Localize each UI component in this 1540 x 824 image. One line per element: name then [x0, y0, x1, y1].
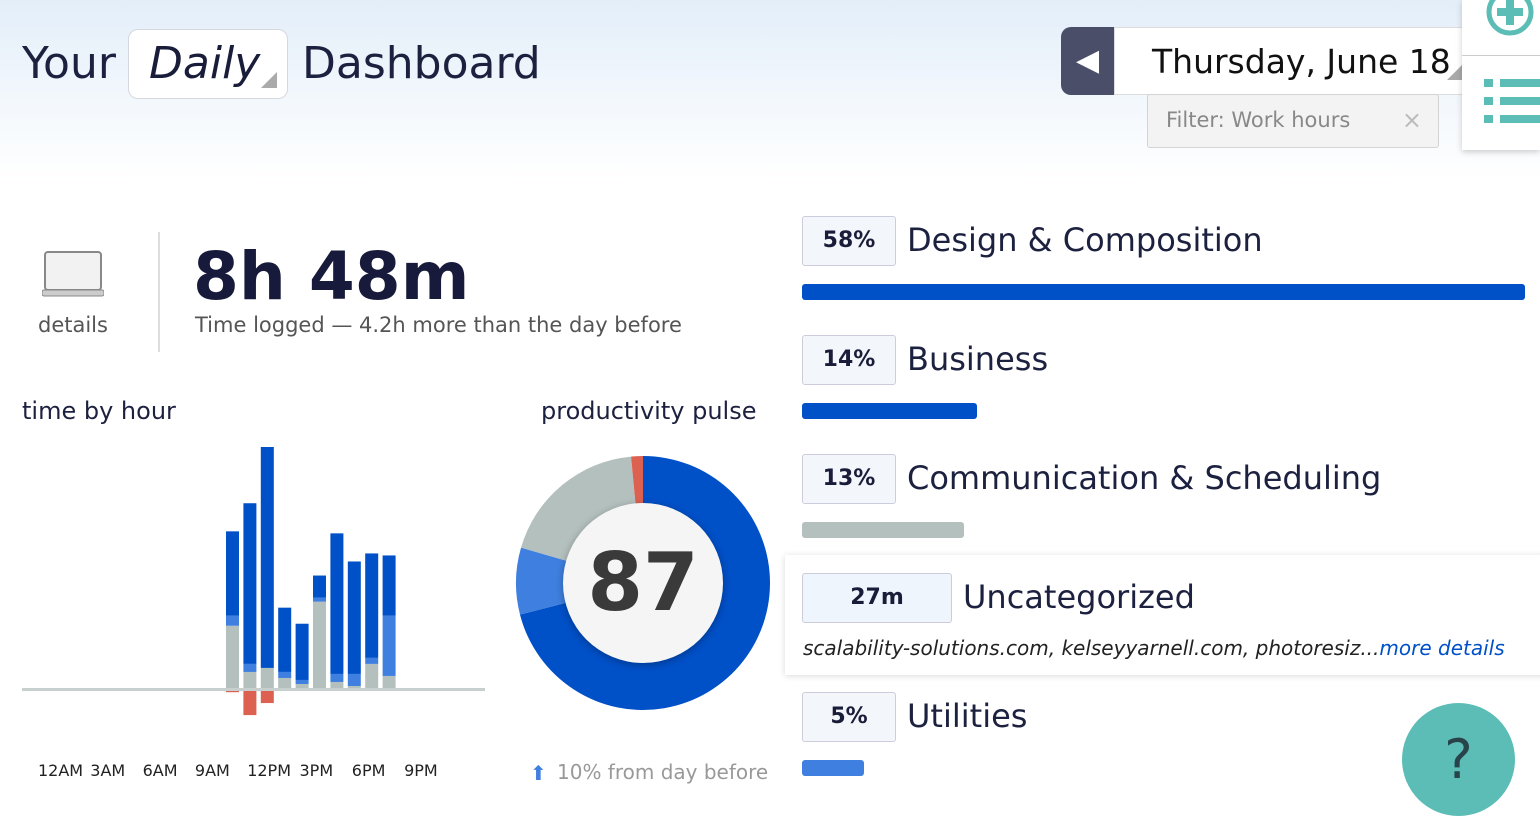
- category-name[interactable]: Business: [907, 340, 1049, 378]
- bar-productive-5PM[interactable]: [347, 673, 361, 686]
- time-by-hour-chart: [22, 447, 485, 716]
- x-tick-label: 9AM: [194, 761, 230, 780]
- period-value: Daily: [149, 38, 261, 89]
- category-bar: [802, 403, 977, 419]
- donut-slice-productive[interactable]: [516, 547, 576, 615]
- bar-distracting-12PM[interactable]: [260, 691, 274, 704]
- period-select[interactable]: Daily: [128, 29, 288, 99]
- bar-neutral-12PM[interactable]: [260, 667, 274, 688]
- more-details-link[interactable]: more details: [1379, 636, 1505, 660]
- x-tick-label: 3PM: [299, 761, 334, 780]
- bar-very_productive-4PM[interactable]: [330, 533, 344, 674]
- category-percent-badge: 14%: [802, 335, 896, 385]
- bar-neutral-11AM[interactable]: [243, 671, 257, 688]
- sites-list: scalability-solutions.com, kelseyyarnell…: [803, 636, 1380, 660]
- category-name[interactable]: Utilities: [907, 697, 1028, 735]
- category-bar: [802, 522, 965, 538]
- bar-very_productive-5PM[interactable]: [347, 561, 361, 674]
- title-suffix: Dashboard: [302, 38, 541, 89]
- bar-productive-7PM[interactable]: [382, 615, 396, 676]
- category-name[interactable]: Communication & Scheduling: [907, 459, 1382, 497]
- bar-very_productive-11AM[interactable]: [243, 503, 257, 664]
- filter-label: Filter: Work hours: [1166, 108, 1351, 132]
- date-picker[interactable]: Thursday, June 18: [1114, 27, 1464, 95]
- time-by-hour-title: time by hour: [22, 397, 176, 425]
- bar-productive-4PM[interactable]: [330, 673, 344, 682]
- bar-very_productive-3PM[interactable]: [313, 575, 326, 598]
- bar-very_productive-7PM[interactable]: [382, 555, 396, 616]
- previous-day-button[interactable]: ◀: [1061, 27, 1114, 95]
- divider: [158, 232, 160, 352]
- category-bar: [802, 284, 1525, 300]
- details-link[interactable]: details: [38, 313, 108, 337]
- dropdown-corner-icon: [1447, 64, 1463, 80]
- uncategorized-sites: scalability-solutions.com, kelseyyarnell…: [803, 636, 1505, 660]
- bar-productive-11AM[interactable]: [243, 663, 257, 672]
- productivity-pulse-chart[interactable]: [513, 453, 773, 713]
- bar-productive-10AM[interactable]: [226, 615, 239, 626]
- x-tick-label: 12PM: [247, 761, 291, 780]
- x-tick-label: 12AM: [38, 761, 84, 780]
- pulse-change: 10% from day before: [557, 760, 769, 784]
- title-prefix: Your: [22, 38, 116, 89]
- bar-neutral-5PM[interactable]: [347, 685, 361, 688]
- x-tick-label: 3AM: [90, 761, 126, 780]
- x-tick-label: 9PM: [404, 761, 438, 780]
- category-name[interactable]: Uncategorized: [963, 578, 1195, 616]
- donut-slice-very_productive[interactable]: [519, 456, 770, 710]
- bar-neutral-1PM[interactable]: [278, 677, 292, 688]
- category-percent-badge: 5%: [802, 692, 896, 742]
- bar-productive-3PM[interactable]: [313, 597, 326, 602]
- divider: [1462, 55, 1540, 56]
- bar-productive-6PM[interactable]: [365, 657, 379, 664]
- donut-slice-neutral[interactable]: [521, 456, 637, 564]
- bar-productive-1PM[interactable]: [278, 671, 292, 678]
- bar-distracting-10AM[interactable]: [226, 691, 239, 693]
- bar-very_productive-2PM[interactable]: [295, 623, 309, 680]
- bar-neutral-6PM[interactable]: [365, 663, 379, 688]
- add-icon[interactable]: [1484, 0, 1536, 38]
- category-percent-badge: 13%: [802, 454, 896, 504]
- bar-neutral-4PM[interactable]: [330, 681, 344, 688]
- bar-very_productive-10AM[interactable]: [226, 531, 239, 616]
- bar-neutral-7PM[interactable]: [382, 675, 396, 688]
- baseline: [22, 688, 485, 691]
- bar-very_productive-12PM[interactable]: [260, 447, 274, 668]
- side-toolbar: [1462, 0, 1540, 150]
- arrow-up-icon: ⬆: [530, 761, 547, 785]
- bar-very_productive-1PM[interactable]: [278, 607, 292, 672]
- bar-distracting-11AM[interactable]: [243, 691, 257, 716]
- bar-very_productive-6PM[interactable]: [365, 553, 379, 658]
- category-bar: [802, 760, 865, 776]
- bar-productive-2PM[interactable]: [295, 679, 309, 684]
- category-percent-badge: 27m: [802, 573, 952, 623]
- bar-neutral-10AM[interactable]: [226, 625, 239, 688]
- category-name[interactable]: Design & Composition: [907, 221, 1263, 259]
- category-percent-badge: 58%: [802, 216, 896, 266]
- pulse-score: 87: [563, 503, 723, 663]
- help-button[interactable]: ?: [1402, 703, 1515, 816]
- donut-slice-distracting[interactable]: [631, 456, 643, 514]
- time-logged-subtitle: Time logged — 4.2h more than the day bef…: [195, 313, 682, 337]
- dropdown-corner-icon: [261, 72, 277, 88]
- x-tick-label: 6PM: [351, 761, 386, 780]
- total-time: 8h 48m: [193, 238, 470, 315]
- filter-chip[interactable]: Filter: Work hours ×: [1147, 94, 1439, 148]
- productivity-pulse-title: productivity pulse: [541, 397, 757, 425]
- bar-neutral-3PM[interactable]: [313, 601, 326, 688]
- x-tick-label: 6AM: [142, 761, 178, 780]
- list-icon[interactable]: [1484, 77, 1540, 129]
- laptop-icon[interactable]: [42, 250, 104, 300]
- bar-neutral-2PM[interactable]: [295, 683, 309, 688]
- date-value: Thursday, June 18: [1152, 42, 1451, 81]
- close-icon[interactable]: ×: [1401, 106, 1422, 134]
